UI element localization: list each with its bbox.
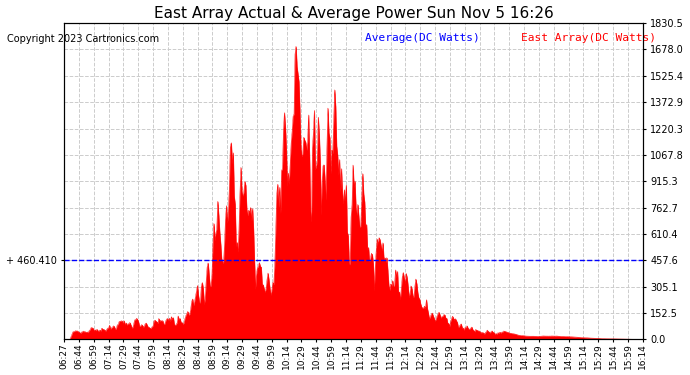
Text: Copyright 2023 Cartronics.com: Copyright 2023 Cartronics.com: [7, 34, 159, 44]
Text: East Array(DC Watts): East Array(DC Watts): [521, 33, 656, 43]
Text: Average(DC Watts): Average(DC Watts): [365, 33, 480, 43]
Title: East Array Actual & Average Power Sun Nov 5 16:26: East Array Actual & Average Power Sun No…: [154, 6, 553, 21]
